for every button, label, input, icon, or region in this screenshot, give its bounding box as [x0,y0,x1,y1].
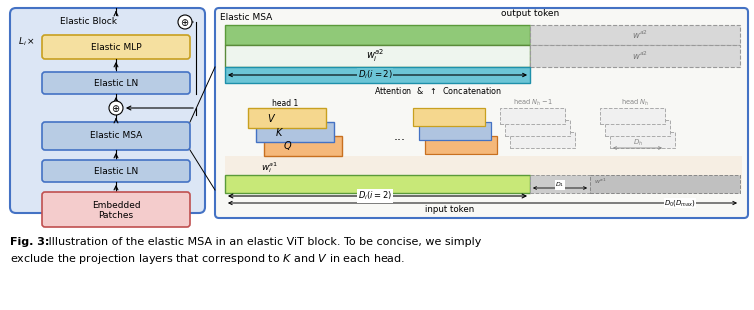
Text: $D_i(i=2)$: $D_i(i=2)$ [357,69,393,81]
Bar [530,25,740,45]
Bar [264,136,342,156]
Text: $w_i^{a1}$: $w_i^{a1}$ [262,161,278,175]
Bar [600,108,665,124]
Bar [590,175,740,193]
Text: Attention  &  $\uparrow$  Concatenation: Attention & $\uparrow$ Concatenation [374,85,502,95]
Text: Elastic LN: Elastic LN [94,166,138,175]
Bar [413,108,485,126]
Text: head 1: head 1 [272,99,298,108]
Text: input token: input token [425,206,474,215]
Text: Elastic MSA: Elastic MSA [90,131,142,140]
FancyBboxPatch shape [42,122,190,150]
Text: $D_0(D_{max})$: $D_0(D_{max})$ [664,198,696,208]
Bar [225,67,530,83]
Text: $K$: $K$ [275,126,284,138]
FancyBboxPatch shape [10,8,205,213]
Text: Elastic LN: Elastic LN [94,78,138,87]
Bar [505,120,570,136]
Bar [248,108,326,128]
Text: $w^{a2}$: $w^{a2}$ [632,50,648,62]
Bar [530,175,590,193]
Text: $Q$: $Q$ [284,140,293,153]
Text: Illustration of the elastic MSA in an elastic ViT block. To be concise, we simpl: Illustration of the elastic MSA in an el… [45,237,481,247]
Text: $\oplus$: $\oplus$ [180,16,189,28]
Text: $w^{a2}$: $w^{a2}$ [632,29,648,41]
Text: $V$: $V$ [268,112,277,124]
Circle shape [109,101,123,115]
Text: Patches: Patches [99,211,133,220]
Text: head $N_h-1$: head $N_h-1$ [513,98,553,108]
Text: Elastic MSA: Elastic MSA [220,14,272,23]
Text: $L_i\times$: $L_i\times$ [18,36,35,48]
Text: $D_1$: $D_1$ [556,180,565,189]
Text: exclude the projection layers that correspond to $K$ and $V$ in each head.: exclude the projection layers that corre… [10,252,405,266]
FancyBboxPatch shape [42,192,190,227]
Text: Elastic Block: Elastic Block [60,17,117,26]
Bar [605,120,670,136]
Bar [500,108,565,124]
Text: $w_i^{a2}$: $w_i^{a2}$ [366,48,384,64]
FancyBboxPatch shape [42,35,190,59]
Bar [256,122,334,142]
Text: $\oplus$: $\oplus$ [112,103,121,113]
Text: ...: ... [394,130,406,143]
Circle shape [178,15,192,29]
Bar [530,45,740,67]
Text: Elastic MLP: Elastic MLP [90,42,141,51]
FancyBboxPatch shape [42,160,190,182]
Bar [225,25,530,45]
Text: Fig. 3:: Fig. 3: [10,237,49,247]
Text: $D_i(i=2)$: $D_i(i=2)$ [358,190,392,202]
FancyBboxPatch shape [42,72,190,94]
Text: $D_h$: $D_h$ [633,138,643,148]
Bar [225,45,530,67]
FancyBboxPatch shape [215,8,748,218]
Bar [225,175,530,193]
Text: output token: output token [501,10,559,19]
Polygon shape [225,156,742,190]
Bar [610,132,675,148]
Text: Embedded: Embedded [92,201,140,210]
Bar [425,136,497,154]
Bar [510,132,575,148]
Text: $w^{a1}$: $w^{a1}$ [594,176,606,186]
Text: head $N_h$: head $N_h$ [621,98,649,108]
Bar [419,122,491,140]
